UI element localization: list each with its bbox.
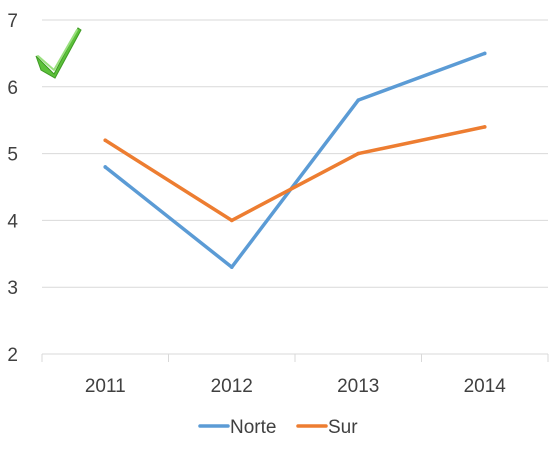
data-point-sur-2012 <box>229 218 234 223</box>
data-point-norte-2013 <box>356 98 361 102</box>
series-line-sur <box>103 125 487 223</box>
gridlines <box>42 19 548 288</box>
legend-label-sur: Sur <box>328 417 358 438</box>
data-point-norte-2014 <box>482 51 487 56</box>
y-tick-label: 3 <box>7 278 18 299</box>
x-axis-tick-labels: 2011 2012 2013 2014 <box>85 376 506 397</box>
legend: Norte Sur <box>198 417 358 438</box>
x-tick-label: 2014 <box>464 376 507 397</box>
data-point-norte-2012 <box>229 265 234 269</box>
data-point-sur-2011 <box>103 138 108 143</box>
data-point-sur-2014 <box>482 125 487 129</box>
data-point-sur-2013 <box>356 151 361 156</box>
y-tick-label: 7 <box>7 11 18 32</box>
y-tick-label: 4 <box>7 211 18 232</box>
x-tick-label: 2011 <box>85 376 126 397</box>
y-tick-label: 6 <box>7 78 18 99</box>
checkmark-icon <box>35 27 82 79</box>
y-axis-tick-labels: 2 3 4 5 6 7 <box>7 11 18 366</box>
legend-label-norte: Norte <box>230 417 276 438</box>
y-tick-label: 2 <box>7 345 18 366</box>
x-tick-label: 2012 <box>211 376 253 397</box>
y-tick-label: 5 <box>7 145 18 166</box>
x-tick-label: 2013 <box>337 376 379 397</box>
series-lines <box>103 51 487 269</box>
x-axis <box>41 353 549 362</box>
data-point-norte-2011 <box>103 165 108 169</box>
series-line-norte <box>103 51 487 269</box>
